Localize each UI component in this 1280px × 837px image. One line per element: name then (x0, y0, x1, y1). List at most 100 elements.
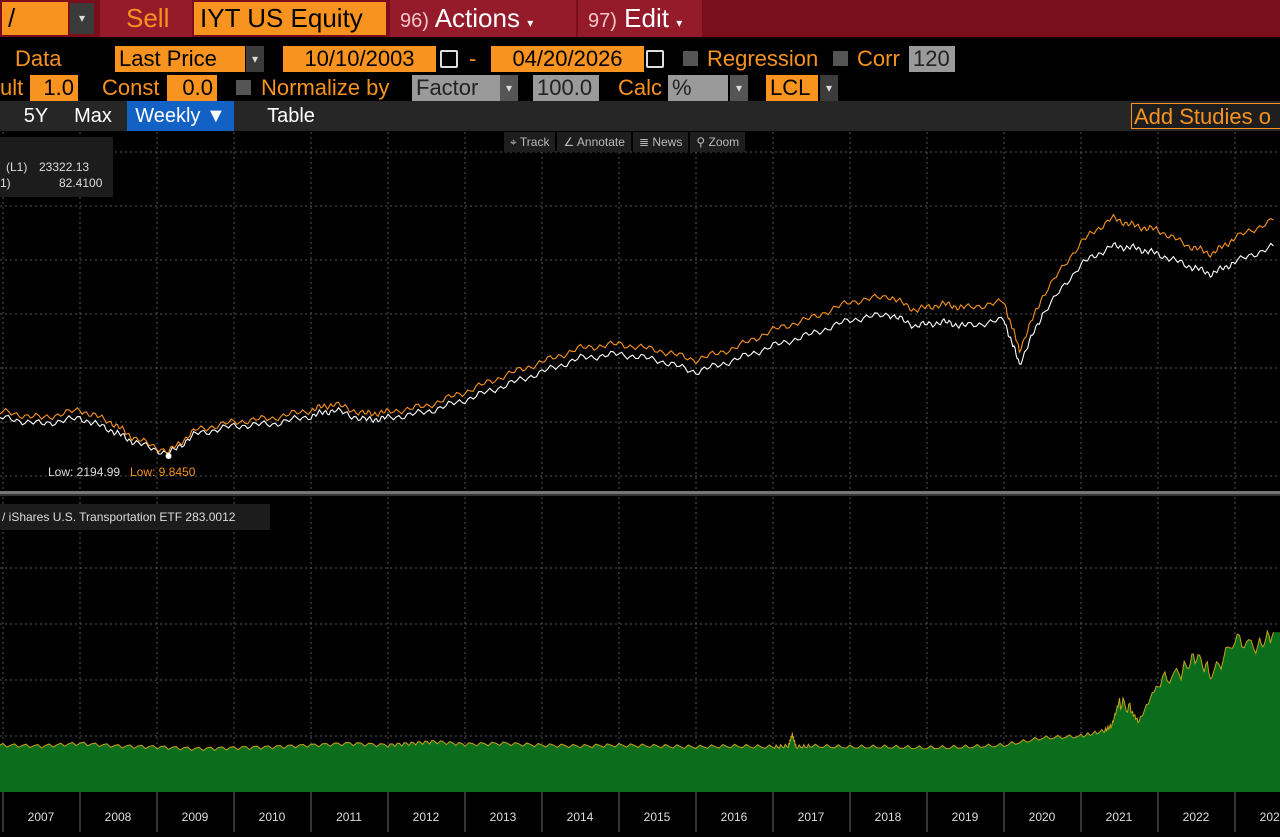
actions-menu[interactable]: 96) Actions ▾ (390, 0, 576, 37)
edit-label: Edit (624, 3, 669, 33)
crosshair-icon: ⌖ (510, 135, 517, 149)
regression-label: Regression (707, 46, 819, 71)
calendar-icon[interactable] (646, 50, 664, 68)
panel-divider[interactable] (0, 491, 1280, 494)
news-button[interactable]: ≣ News (632, 132, 689, 152)
chevron-down-icon: ▾ (251, 52, 259, 66)
sell-button[interactable]: Sell (100, 0, 192, 37)
tab-table[interactable]: Table (267, 105, 315, 127)
x-tick-label: 2020 (1029, 810, 1056, 824)
chevron-down-icon: ▾ (505, 81, 513, 95)
news-icon: ≣ (638, 135, 649, 149)
chart-grid (0, 132, 1280, 792)
calc-dropdown-button[interactable]: ▾ (730, 75, 748, 101)
date-separator: - (469, 46, 477, 71)
x-tick-label: 2016 (721, 810, 748, 824)
area-line (0, 629, 1274, 752)
x-tick-label: 2015 (644, 810, 671, 824)
legend-series1-value: 23322.13 (39, 160, 90, 174)
series-line-white (0, 241, 1274, 457)
const-label: Const (102, 75, 160, 100)
data-dropdown-button[interactable]: ▾ (246, 46, 264, 72)
area-fill (0, 631, 1280, 792)
edit-menu[interactable]: 97) Edit ▾ (578, 0, 702, 37)
x-tick-label: 2022 (1183, 810, 1210, 824)
mult-label: ult (0, 75, 24, 100)
corr-label: Corr (857, 46, 900, 71)
low-annotation-orange: Low: 9.8450 (130, 465, 196, 479)
lower-panel-series (0, 629, 1280, 792)
panel-divider-shadow (0, 494, 1280, 496)
series-line-orange (0, 213, 1274, 454)
end-date-field[interactable]: 04/20/2026 (491, 46, 644, 72)
legend-series2-label: 1) (0, 176, 11, 190)
const-field[interactable]: 0.0 (167, 75, 217, 101)
zoom-button[interactable]: ⚲ Zoom (690, 132, 746, 152)
regression-checkbox[interactable] (683, 51, 698, 66)
x-tick-label: 2009 (182, 810, 209, 824)
data-label: Data (15, 46, 62, 71)
low-annotation-white: Low: 2194.99 (48, 465, 121, 479)
currency-dropdown-button[interactable]: ▾ (820, 75, 838, 101)
add-studies-input[interactable]: Add Studies o (1131, 103, 1280, 129)
x-tick-label: 2012 (413, 810, 440, 824)
command-dropdown-button[interactable]: ▾ (70, 3, 94, 34)
command-input[interactable]: / (2, 2, 68, 35)
annotate-label: Annotate (576, 135, 625, 149)
normalize-label: Normalize by (261, 75, 390, 100)
x-tick-label: 2021 (1106, 810, 1133, 824)
x-tick-label: 2019 (952, 810, 979, 824)
corr-period-field[interactable]: 120 (909, 46, 955, 72)
normalize-checkbox[interactable] (236, 80, 251, 95)
low-marker (165, 453, 172, 459)
x-tick-label: 2013 (490, 810, 517, 824)
chevron-down-icon: ▾ (735, 81, 743, 95)
x-axis: 2007 2008 2009 2010 2011 2012 2013 2014 2015 2016… (0, 792, 1280, 832)
chevron-down-icon: ▾ (825, 81, 833, 95)
start-date-field[interactable]: 10/10/2003 (283, 46, 436, 72)
calendar-icon[interactable] (440, 50, 458, 68)
calc-select[interactable]: % (668, 75, 728, 101)
data-select[interactable]: Last Price (115, 46, 245, 72)
ticker-field[interactable]: IYT US Equity (194, 2, 386, 35)
x-tick-label: 2018 (875, 810, 902, 824)
pen-icon: ∠ (563, 135, 575, 149)
legend-series1-label: (L1) (6, 160, 28, 174)
track-button[interactable]: ⌖ Track (504, 132, 556, 152)
actions-number: 96) (400, 10, 429, 32)
x-axis-ticks: 2007 2008 2009 2010 2011 2012 2013 2014 2015 2016… (2, 792, 1280, 832)
corr-checkbox[interactable] (833, 51, 848, 66)
lower-legend: / iShares U.S. Transportation ETF 283.00… (0, 504, 270, 530)
x-tick-label: 2023 (1260, 810, 1280, 824)
normalize-dropdown-button[interactable]: ▾ (500, 75, 518, 101)
track-label: Track (519, 135, 550, 149)
x-tick-label: 2011 (336, 810, 362, 824)
chart-toolbar: ⌖ Track ∠ Annotate ≣ News ⚲ Zoom (504, 132, 746, 152)
zoom-icon: ⚲ (696, 135, 706, 149)
tab-5y[interactable]: 5Y (23, 105, 49, 127)
x-tick-label: 2007 (28, 810, 55, 824)
factor-field[interactable]: 100.0 (533, 75, 599, 101)
tab-weekly[interactable]: Weekly ▼ (127, 101, 234, 131)
legend-series2-value: 82.4100 (59, 176, 103, 190)
mult-field[interactable]: 1.0 (30, 75, 78, 101)
actions-label: Actions (434, 3, 520, 33)
x-tick-label: 2017 (798, 810, 825, 824)
calc-label: Calc (618, 75, 663, 100)
zoom-label: Zoom (708, 135, 740, 149)
annotate-button[interactable]: ∠ Annotate (557, 132, 631, 152)
chevron-down-icon: ▾ (78, 11, 86, 25)
upper-legend: (L1) 23322.13 1) 82.4100 (0, 137, 113, 197)
news-label: News (652, 135, 683, 149)
x-tick-label: 2010 (259, 810, 286, 824)
chevron-down-icon: ▾ (527, 16, 534, 30)
edit-number: 97) (588, 10, 617, 32)
x-tick-label: 2014 (567, 810, 594, 824)
normalize-select[interactable]: Factor (412, 75, 500, 101)
tab-max[interactable]: Max (74, 105, 112, 127)
x-tick-label: 2008 (105, 810, 132, 824)
currency-select[interactable]: LCL (766, 75, 818, 101)
chevron-down-icon: ▾ (676, 16, 683, 30)
upper-panel-series (0, 213, 1274, 459)
price-chart[interactable] (0, 0, 1280, 792)
